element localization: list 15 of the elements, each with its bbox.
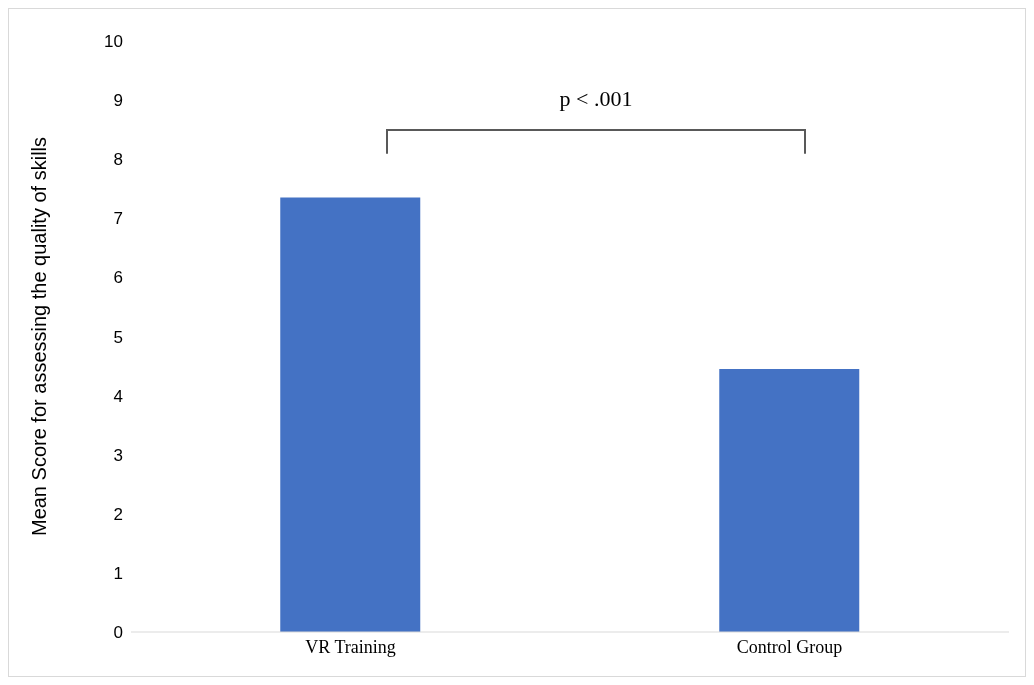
y-tick-label: 7: [113, 209, 123, 229]
y-tick-label: 2: [113, 504, 123, 524]
y-tick-label: 4: [113, 386, 123, 406]
x-tick-label: Control Group: [736, 636, 843, 657]
y-tick-label: 0: [113, 623, 123, 643]
y-tick-label: 8: [113, 150, 123, 170]
y-tick-label: 10: [104, 32, 123, 52]
annotation: p < .001: [558, 85, 634, 112]
x-tick-label: VR Training: [305, 636, 396, 657]
y-tick-label: 3: [113, 445, 123, 465]
y-axis-title: Mean Score for assessing the quality of skills: [28, 136, 51, 537]
y-tick-label: 5: [113, 327, 123, 347]
y-tick-label: 6: [113, 268, 123, 288]
y-tick-label: 1: [113, 563, 123, 583]
y-tick-label: 9: [113, 91, 123, 111]
